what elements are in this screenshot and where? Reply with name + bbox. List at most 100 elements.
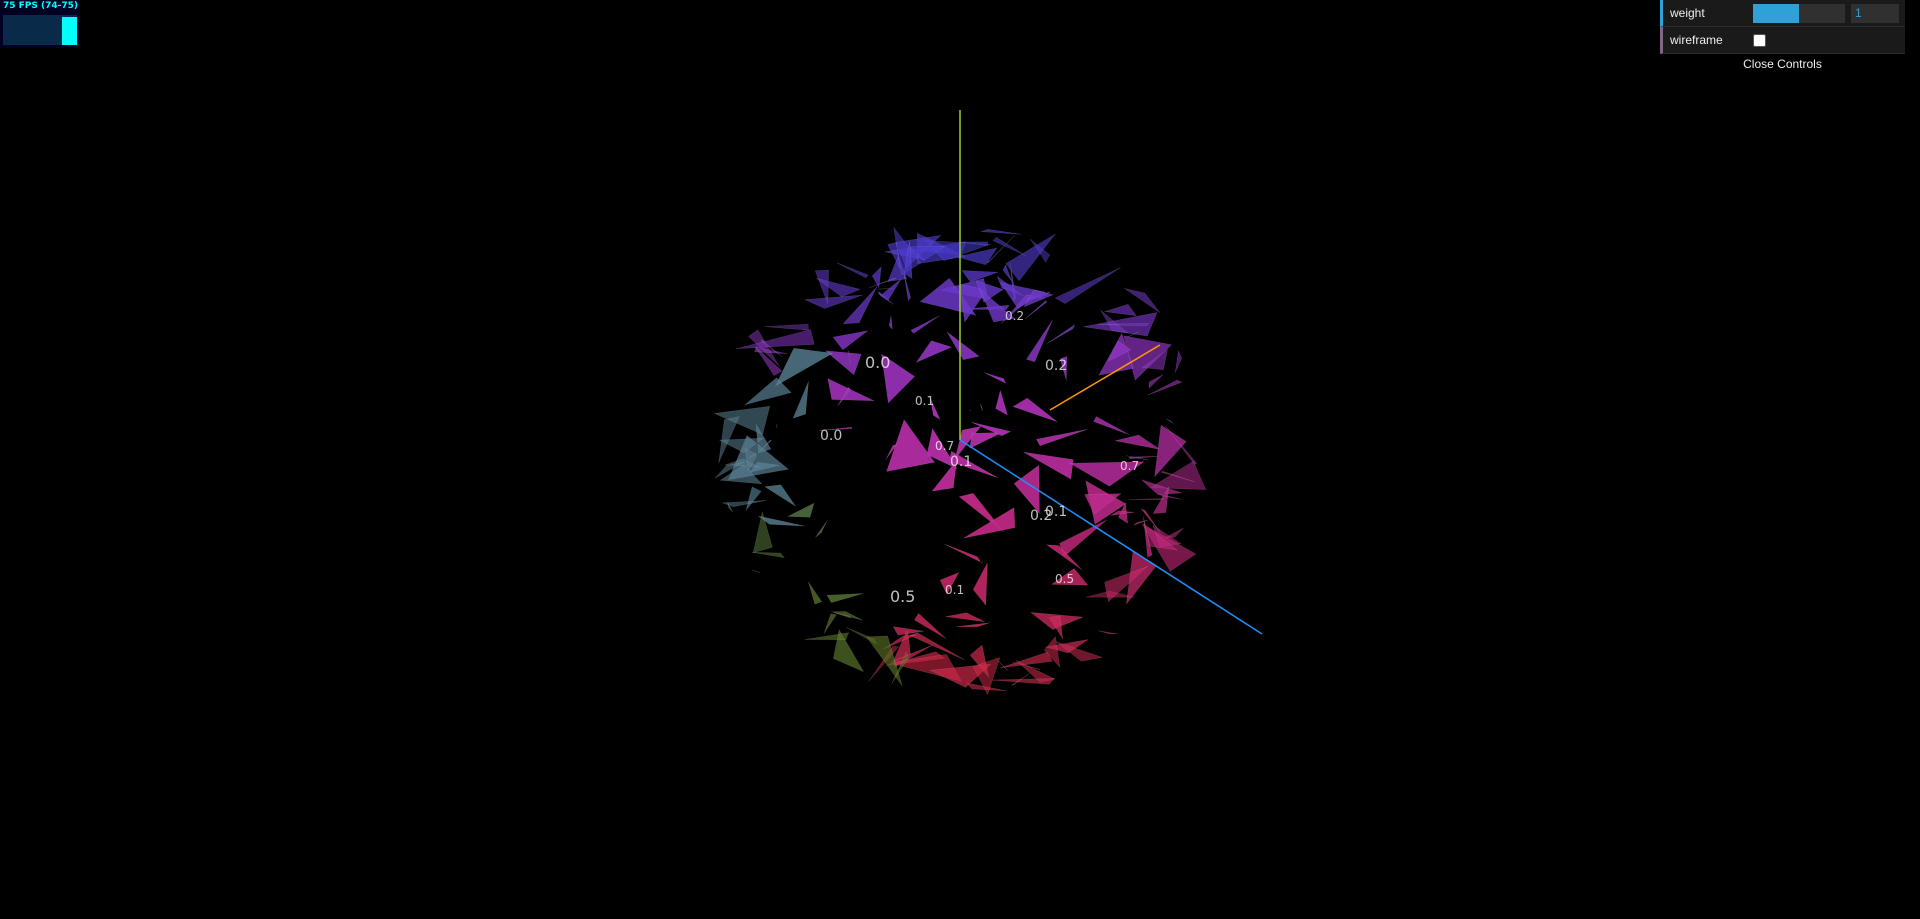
sphere-face	[891, 651, 909, 684]
sphere-face	[909, 246, 946, 262]
sphere-face	[903, 240, 913, 280]
sphere-face	[1104, 566, 1148, 603]
sphere-face	[842, 286, 878, 325]
sphere-face	[792, 381, 809, 419]
sphere-face	[980, 289, 1015, 323]
sphere-face	[1140, 508, 1161, 533]
sphere-face	[881, 353, 915, 404]
face-label: 0.1	[1045, 504, 1067, 520]
wireframe-control: wireframe	[1660, 27, 1905, 54]
face-label: 0.2	[1045, 358, 1067, 374]
weight-label: weight	[1670, 6, 1705, 20]
sphere-face	[931, 459, 958, 492]
sphere-face	[944, 543, 982, 563]
sphere-face	[866, 635, 903, 687]
sphere-face	[1054, 267, 1121, 304]
sphere-face	[1055, 641, 1104, 662]
wireframe-checkbox[interactable]	[1753, 33, 1766, 47]
sphere-face	[818, 427, 853, 431]
face-label: 0.0	[820, 428, 842, 444]
sphere-face	[868, 277, 897, 289]
sphere-face	[1012, 397, 1058, 423]
face-label: 0.1	[950, 454, 972, 470]
sphere-face	[910, 315, 940, 334]
sphere-face	[815, 520, 828, 538]
x-axis-line	[1049, 344, 1161, 411]
sphere-face	[736, 329, 815, 349]
sphere-face	[1104, 304, 1137, 317]
sphere-face	[957, 241, 988, 246]
sphere-face	[981, 229, 1021, 235]
sphere-face	[1059, 356, 1068, 381]
close-controls-button[interactable]: Close Controls	[1660, 54, 1905, 74]
sphere-face	[744, 377, 792, 406]
sphere-face	[871, 266, 882, 289]
sphere-face	[956, 622, 990, 627]
sphere-face	[903, 273, 911, 302]
sphere-face	[948, 450, 998, 479]
sphere-face	[832, 330, 869, 351]
weight-input[interactable]	[1851, 3, 1899, 23]
sphere-face	[1026, 319, 1053, 363]
sphere-face	[915, 340, 953, 363]
sphere-face	[1000, 651, 1053, 669]
sphere-face	[969, 432, 1003, 449]
face-label: 0.0	[865, 353, 890, 372]
sphere-face	[1036, 428, 1088, 447]
sphere-face	[1107, 340, 1132, 362]
sphere-face	[1043, 635, 1061, 668]
sphere-face	[713, 405, 771, 435]
sphere-face	[972, 657, 1001, 696]
fps-readout: 75 FPS (74-75)	[3, 1, 79, 11]
sphere-face	[1013, 464, 1040, 515]
face-label: 0.2	[1030, 508, 1052, 524]
wireframe-label: wireframe	[1670, 33, 1723, 47]
sphere-face	[1068, 461, 1145, 487]
sphere-face	[1141, 479, 1182, 495]
sphere-face	[751, 569, 760, 573]
face-label: 0.7	[935, 439, 954, 453]
sphere-face	[1141, 348, 1168, 371]
sphere-face	[744, 447, 758, 472]
sphere-face	[826, 593, 864, 603]
sphere-face	[754, 346, 783, 376]
sphere-face	[827, 378, 875, 402]
sphere-face	[714, 461, 744, 479]
sphere-face	[1154, 424, 1187, 478]
sphere-face	[1174, 350, 1183, 373]
sphere-face	[879, 278, 902, 301]
sphere-face	[1110, 510, 1135, 516]
sphere-face	[1098, 630, 1118, 635]
sphere-face	[914, 613, 947, 639]
sphere-face	[1129, 456, 1158, 459]
sphere-face	[975, 280, 1004, 303]
face-label: 0.1	[915, 394, 934, 408]
sphere-face	[930, 398, 941, 421]
sphere-face	[888, 315, 893, 330]
sphere-face	[808, 581, 823, 605]
sphere-face	[752, 511, 773, 554]
sphere-face	[814, 269, 829, 305]
face-label: 0.7	[1120, 459, 1139, 473]
sphere-face	[1059, 519, 1107, 558]
sphere-face	[992, 236, 1027, 256]
sphere-face	[892, 626, 924, 636]
controls-panel: weight wireframe Close Controls	[1660, 0, 1905, 74]
sphere-face	[834, 612, 852, 619]
sphere-face	[1098, 323, 1150, 327]
sphere-face	[804, 294, 863, 309]
weight-slider[interactable]	[1753, 3, 1845, 23]
sphere-face	[963, 507, 1016, 539]
sphere-face	[926, 427, 958, 470]
sphere-face	[986, 234, 1016, 264]
sphere-face	[1124, 288, 1161, 313]
face-label: 0.2	[1005, 309, 1024, 323]
sphere-face	[1115, 434, 1161, 450]
sphere-face	[1024, 300, 1048, 319]
sphere-face	[754, 346, 788, 354]
sphere-face	[1147, 379, 1183, 396]
fps-stats-panel[interactable]: 75 FPS (74-75)	[0, 0, 80, 48]
sphere-face	[945, 612, 985, 622]
sphere-face	[833, 629, 865, 673]
